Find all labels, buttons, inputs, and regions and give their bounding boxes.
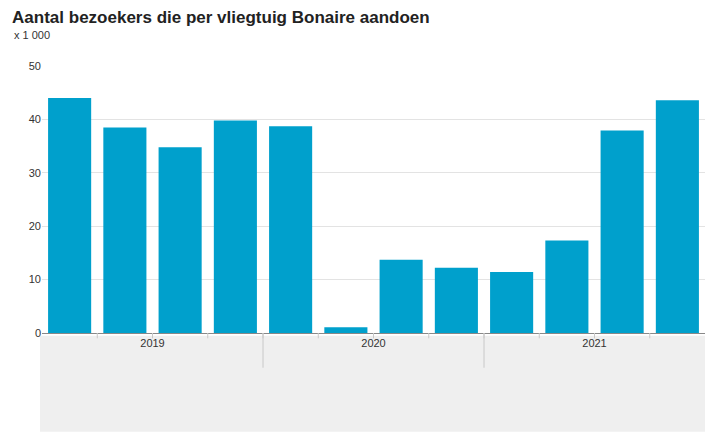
svg-text:2021: 2021 bbox=[582, 337, 606, 349]
svg-text:2020: 2020 bbox=[361, 337, 385, 349]
svg-text:Aantal bezoekers die per vlieg: Aantal bezoekers die per vliegtuig Bonai… bbox=[12, 8, 430, 27]
svg-text:2019: 2019 bbox=[140, 337, 164, 349]
svg-text:0: 0 bbox=[35, 327, 41, 339]
svg-text:x 1 000: x 1 000 bbox=[14, 29, 50, 41]
svg-text:20: 20 bbox=[29, 220, 41, 232]
svg-text:30: 30 bbox=[29, 167, 41, 179]
svg-text:10: 10 bbox=[29, 273, 41, 285]
svg-text:50: 50 bbox=[29, 60, 41, 72]
svg-text:40: 40 bbox=[29, 113, 41, 125]
